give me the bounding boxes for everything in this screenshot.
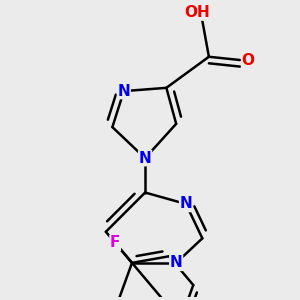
Text: OH: OH <box>184 5 210 20</box>
Text: N: N <box>170 255 182 270</box>
Text: N: N <box>180 196 192 211</box>
Text: O: O <box>242 52 255 68</box>
Text: F: F <box>110 236 120 250</box>
Text: N: N <box>139 151 152 166</box>
Text: N: N <box>118 84 130 99</box>
